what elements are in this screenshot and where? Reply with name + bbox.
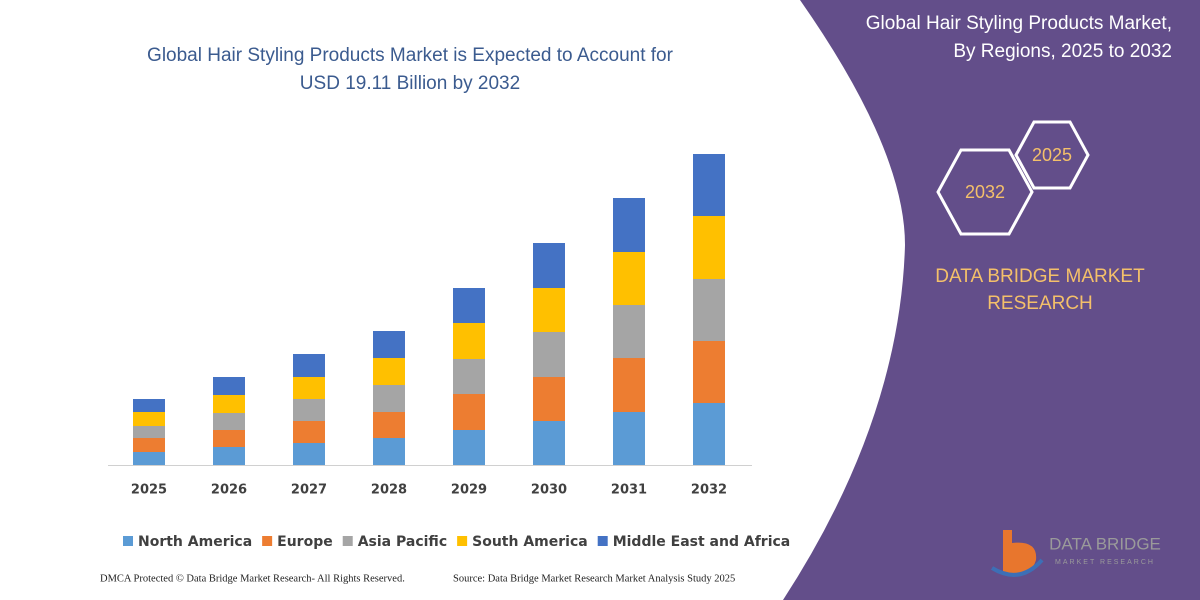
bar-segment xyxy=(693,216,725,279)
legend-swatch xyxy=(597,536,608,546)
bar-segment xyxy=(373,412,405,438)
x-tick-label: 2027 xyxy=(291,483,327,498)
legend-label: Middle East and Africa xyxy=(613,534,791,550)
logo-icon xyxy=(1003,530,1037,576)
bar-segment xyxy=(373,331,405,358)
logo-tagline: MARKET RESEARCH xyxy=(1055,559,1155,566)
bar-segment xyxy=(613,252,645,305)
bar-segment xyxy=(293,443,325,465)
bar-segment xyxy=(693,279,725,341)
bar-segment xyxy=(213,395,245,413)
bar-segment xyxy=(293,399,325,421)
side-panel xyxy=(783,0,1200,600)
hexagon-label: 2032 xyxy=(965,182,1005,202)
bar-segment xyxy=(453,394,485,430)
x-tick-label: 2026 xyxy=(211,483,247,498)
chart-title: Global Hair Styling Products Market is E… xyxy=(147,45,674,66)
bar-segment xyxy=(533,288,565,332)
brand-text: DATA BRIDGE MARKET xyxy=(935,266,1145,287)
legend-label: North America xyxy=(138,534,252,550)
x-tick-label: 2028 xyxy=(371,483,407,498)
logo-name: DATA BRIDGE xyxy=(1049,534,1161,553)
bar-segment xyxy=(213,413,245,430)
hexagon xyxy=(1014,120,1090,190)
legend-label: Europe xyxy=(277,534,333,550)
hexagon xyxy=(936,148,1034,236)
legend-swatch xyxy=(123,536,133,546)
bar-segment xyxy=(533,377,565,421)
bar-segment xyxy=(453,288,485,323)
legend-swatch xyxy=(262,536,273,546)
footer-right: Source: Data Bridge Market Research Mark… xyxy=(453,573,735,584)
legend-label: South America xyxy=(472,534,588,550)
x-tick-label: 2032 xyxy=(691,483,727,498)
x-tick-label: 2029 xyxy=(451,483,487,498)
bar-segment xyxy=(373,438,405,465)
bar-segment xyxy=(533,332,565,377)
bar-segment xyxy=(293,377,325,399)
bar-segment xyxy=(453,359,485,394)
bar-segment xyxy=(693,154,725,216)
bar-segment xyxy=(133,412,165,426)
logo-swoosh xyxy=(990,558,1044,577)
bar-segment xyxy=(133,452,165,465)
brand-text: RESEARCH xyxy=(987,293,1093,314)
bar-segment xyxy=(373,358,405,385)
x-tick-label: 2025 xyxy=(131,483,167,498)
bar-segment xyxy=(453,323,485,359)
bar-segment xyxy=(693,341,725,403)
x-tick-label: 2030 xyxy=(531,483,567,498)
logo: DATA BRIDGE MARKET RESEARCH xyxy=(990,530,1161,577)
legend-label: Asia Pacific xyxy=(358,534,447,550)
bar-segment xyxy=(293,421,325,443)
bar-segment xyxy=(213,447,245,465)
panel-title: Global Hair Styling Products Market, xyxy=(866,13,1172,34)
bar-segment xyxy=(133,438,165,452)
bar-segment xyxy=(453,430,485,465)
bar-segment xyxy=(373,385,405,412)
bar-segment xyxy=(613,198,645,252)
bar-segment xyxy=(613,305,645,358)
bar-segment xyxy=(213,430,245,447)
bar-segment xyxy=(613,412,645,465)
x-tick-label: 2031 xyxy=(611,483,647,498)
bar-segment xyxy=(293,354,325,377)
bar-segment xyxy=(693,403,725,465)
panel-title: By Regions, 2025 to 2032 xyxy=(953,41,1172,62)
bar-segment xyxy=(133,399,165,412)
legend-swatch xyxy=(457,536,468,546)
bar-segment xyxy=(533,421,565,465)
bar-segment xyxy=(133,426,165,438)
legend-swatch xyxy=(342,536,353,546)
hexagon-label: 2025 xyxy=(1032,145,1072,165)
bar-segment xyxy=(613,358,645,412)
bar-segment xyxy=(533,243,565,288)
bar-segment xyxy=(213,377,245,395)
chart-title: USD 19.11 Billion by 2032 xyxy=(300,73,520,94)
footer-left: DMCA Protected © Data Bridge Market Rese… xyxy=(100,573,405,584)
